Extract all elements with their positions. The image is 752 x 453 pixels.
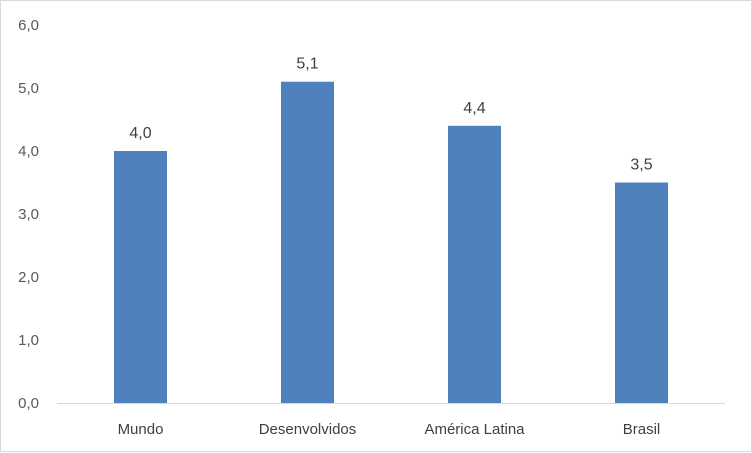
data-label: 4,4 [463,100,485,117]
y-tick-label: 4,0 [18,143,39,160]
x-category-label: América Latina [424,421,525,438]
y-tick-label: 6,0 [18,17,39,34]
x-category-label: Mundo [118,421,164,438]
y-tick-label: 1,0 [18,332,39,349]
y-tick-label: 0,0 [18,395,39,412]
bar-desenvolvidos [281,81,334,403]
x-category-label: Desenvolvidos [259,421,357,438]
bar-brasil [615,182,668,403]
data-label: 3,5 [630,157,652,174]
y-tick-label: 3,0 [18,206,39,223]
data-label: 5,1 [296,56,318,73]
bar-mundo [114,151,167,403]
y-tick-label: 2,0 [18,269,39,286]
data-label: 4,0 [129,125,151,142]
x-category-label: Brasil [623,421,661,438]
y-tick-label: 5,0 [18,80,39,97]
bar-américa-latina [448,125,501,404]
